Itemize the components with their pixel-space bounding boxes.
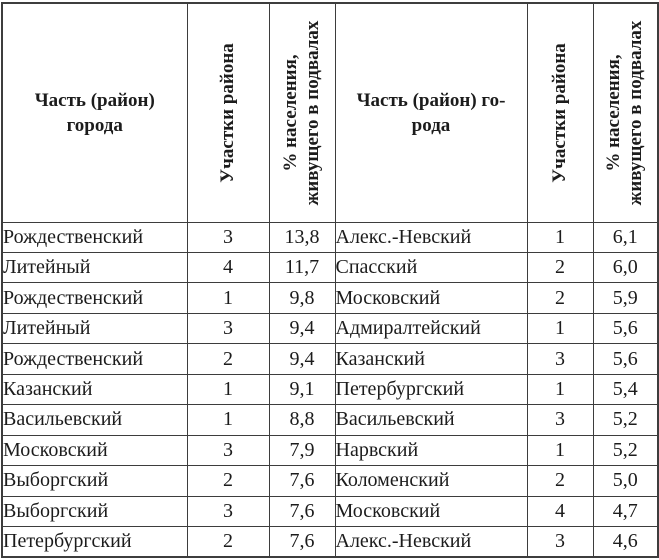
section-cell: 4 [526, 495, 594, 528]
table-row: Московский 3 7,9 Нарвский 1 5,2 [1, 434, 659, 467]
district-cell: Васильевский [1, 404, 188, 436]
section-cell: 3 [186, 312, 270, 345]
district-cell: Петербургский [334, 373, 528, 406]
percent-cell: 5,9 [592, 282, 659, 314]
district-cell: Выборгский [1, 465, 188, 497]
section-cell: 3 [186, 434, 270, 467]
percent-cell: 5,2 [592, 404, 659, 436]
section-cell: 1 [526, 312, 594, 345]
table-row: Выборгский 3 7,6 Московский 4 4,7 [1, 495, 659, 528]
percent-cell: 6,1 [592, 221, 659, 253]
district-cell: Коломенский [334, 465, 528, 497]
header-district-sections-right: Участки района [526, 2, 594, 223]
header-row: Часть (район) города Участки района % на… [1, 2, 659, 223]
district-cell: Рождественский [1, 282, 188, 314]
table-row: Казанский 1 9,1 Петербургский 1 5,4 [1, 373, 659, 406]
percent-cell: 9,4 [268, 312, 336, 345]
percent-cell: 4,6 [592, 526, 659, 558]
percent-cell: 5,0 [592, 465, 659, 497]
section-cell: 3 [186, 221, 270, 253]
header-basement-percent-right: % населения, живущего в подвалах [592, 2, 659, 223]
header-city-part-right: Часть (район) го- рода [334, 2, 528, 223]
district-cell: Московский [1, 434, 188, 467]
district-cell: Рождественский [1, 343, 188, 375]
percent-cell: 4,7 [592, 495, 659, 528]
district-cell: Васильевский [334, 404, 528, 436]
section-cell: 1 [186, 373, 270, 406]
table-row: Выборгский 2 7,6 Коломенский 2 5,0 [1, 465, 659, 497]
section-cell: 1 [186, 404, 270, 436]
table-row: Васильевский 1 8,8 Васильевский 3 5,2 [1, 404, 659, 436]
rotated-header-label: Участки района [549, 42, 570, 183]
section-cell: 1 [526, 434, 594, 467]
percent-cell: 7,6 [268, 526, 336, 558]
table-row: Рождественский 1 9,8 Московский 2 5,9 [1, 282, 659, 314]
percent-cell: 5,6 [592, 312, 659, 345]
percent-cell: 7,6 [268, 465, 336, 497]
table-header: Часть (район) города Участки района % на… [1, 2, 659, 223]
table-row: Рождественский 3 13,8 Алекс.-Невский 1 6… [1, 221, 659, 253]
district-cell: Московский [334, 495, 528, 528]
district-cell: Алекс.-Невский [334, 526, 528, 558]
percent-cell: 9,4 [268, 343, 336, 375]
section-cell: 2 [186, 526, 270, 558]
district-cell: Петербургский [1, 526, 188, 558]
header-city-part-left: Часть (район) города [1, 2, 188, 223]
table-row: Рождественский 2 9,4 Казанский 3 5,6 [1, 343, 659, 375]
section-cell: 2 [186, 343, 270, 375]
district-cell: Рождественский [1, 221, 188, 253]
rotated-header-label: % населения, живущего в подвалах [280, 20, 323, 206]
section-cell: 1 [526, 373, 594, 406]
header-basement-percent-left: % населения, живущего в подвалах [268, 2, 336, 223]
percent-cell: 13,8 [268, 221, 336, 253]
percent-cell: 5,6 [592, 343, 659, 375]
section-cell: 4 [186, 251, 270, 284]
percent-cell: 9,1 [268, 373, 336, 406]
table-row: Литейный 3 9,4 Адмиралтейский 1 5,6 [1, 312, 659, 345]
section-cell: 2 [526, 251, 594, 284]
header-district-sections-left: Участки района [186, 2, 270, 223]
district-cell: Казанский [1, 373, 188, 406]
percent-cell: 8,8 [268, 404, 336, 436]
section-cell: 1 [186, 282, 270, 314]
rotated-header-label: Участки района [217, 42, 238, 183]
section-cell: 3 [186, 495, 270, 528]
district-cell: Казанский [334, 343, 528, 375]
district-cell: Московский [334, 282, 528, 314]
district-cell: Литейный [1, 251, 188, 284]
district-cell: Адмиралтейский [334, 312, 528, 345]
district-cell: Выборгский [1, 495, 188, 528]
table-row: Литейный 4 11,7 Спасский 2 6,0 [1, 251, 659, 284]
percent-cell: 7,6 [268, 495, 336, 528]
district-cell: Алекс.-Невский [334, 221, 528, 253]
section-cell: 2 [526, 465, 594, 497]
percent-cell: 5,4 [592, 373, 659, 406]
district-cell: Нарвский [334, 434, 528, 467]
section-cell: 3 [526, 404, 594, 436]
section-cell: 3 [526, 526, 594, 558]
percent-cell: 5,2 [592, 434, 659, 467]
percent-cell: 11,7 [268, 251, 336, 284]
section-cell: 2 [526, 282, 594, 314]
percent-cell: 6,0 [592, 251, 659, 284]
rotated-header-label: % населения, живущего в подвалах [603, 20, 647, 206]
district-cell: Спасский [334, 251, 528, 284]
table-row: Петербургский 2 7,6 Алекс.-Невский 3 4,6 [1, 526, 659, 558]
section-cell: 3 [526, 343, 594, 375]
percent-cell: 7,9 [268, 434, 336, 467]
section-cell: 2 [186, 465, 270, 497]
district-cell: Литейный [1, 312, 188, 345]
table-body: Рождественский 3 13,8 Алекс.-Невский 1 6… [1, 221, 659, 558]
section-cell: 1 [526, 221, 594, 253]
percent-cell: 9,8 [268, 282, 336, 314]
